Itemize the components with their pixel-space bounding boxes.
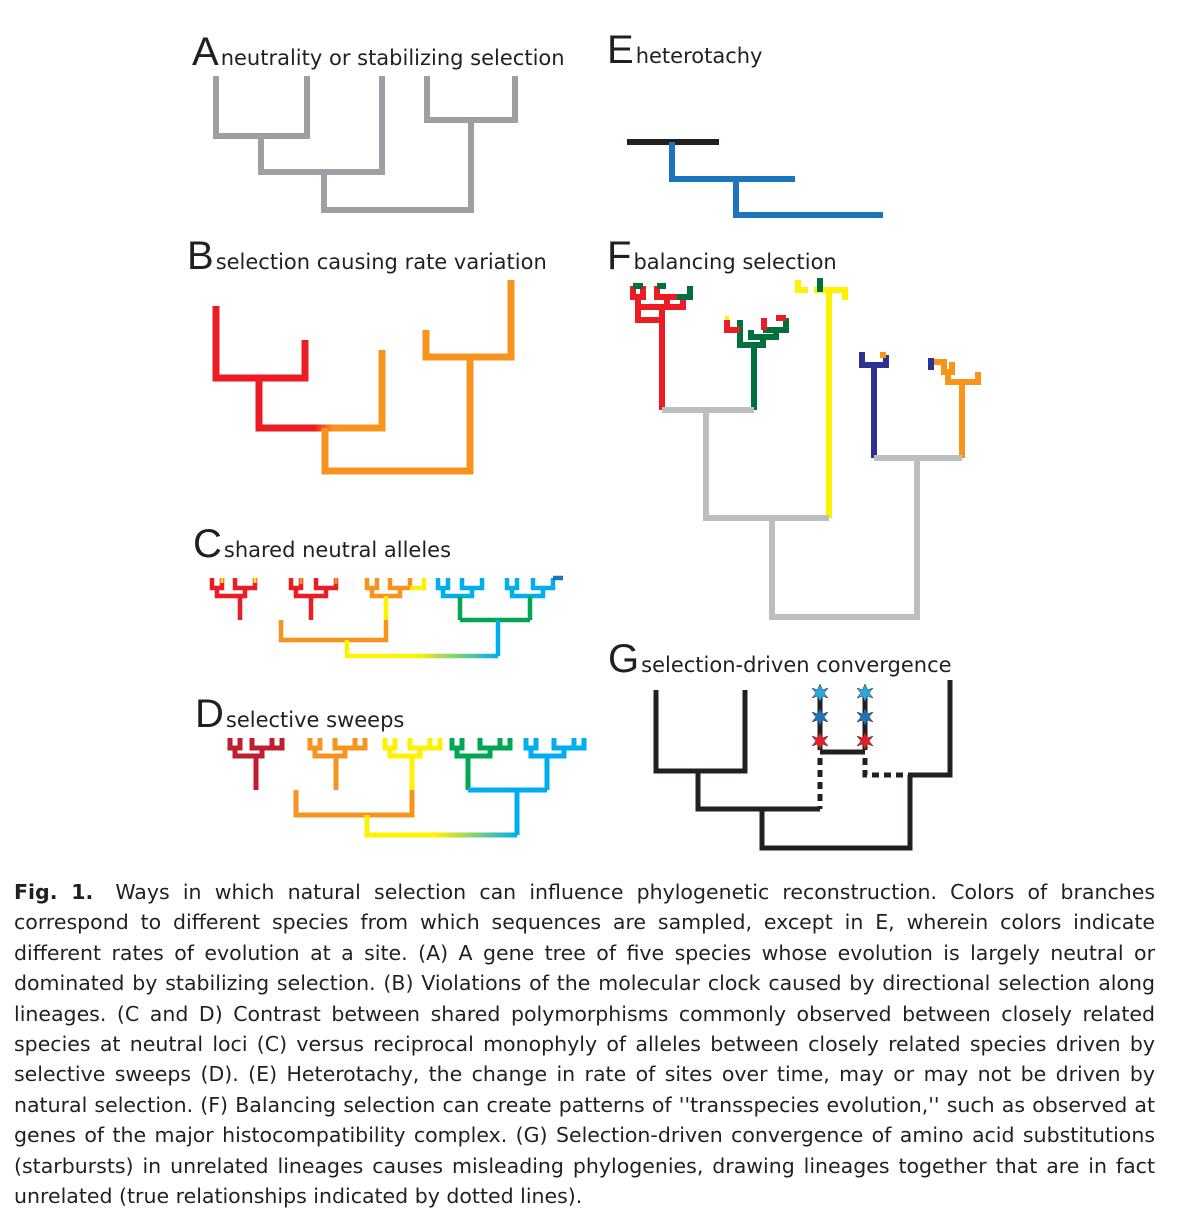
figure-caption: Fig. 1. Ways in which natural selection c… — [14, 877, 1155, 1211]
tree-c — [209, 575, 563, 659]
panel-c-letter: C — [193, 522, 222, 566]
panel-d-title: selective sweeps — [225, 708, 405, 732]
phylogeny-figure — [209, 76, 981, 851]
tree-b — [212, 280, 515, 475]
panel-b-title: selection causing rate variation — [215, 250, 547, 274]
panel-b-letter: B — [187, 234, 214, 278]
tree-f — [630, 278, 981, 620]
tree-e — [624, 82, 931, 218]
panel-d-label: Dselective sweeps — [195, 694, 404, 734]
figure-caption-text: Ways in which natural selection can infl… — [14, 880, 1156, 1209]
tree-g-clade-1 — [653, 690, 748, 774]
panel-e-label: Eheterotachy — [607, 30, 762, 70]
tree-g — [653, 680, 953, 851]
panel-e-letter: E — [607, 28, 634, 72]
panel-a-letter: A — [192, 30, 219, 74]
figure-1: Aneutrality or stabilizing selection Bse… — [187, 30, 981, 851]
panel-c-label: Cshared neutral alleles — [193, 524, 451, 564]
panel-f-letter: F — [607, 234, 632, 278]
panel-d-letter: D — [195, 692, 224, 736]
panel-e-title: heterotachy — [635, 44, 763, 68]
panel-b-label: Bselection causing rate variation — [187, 236, 547, 276]
panel-c-title: shared neutral alleles — [223, 538, 452, 562]
panel-g-letter: G — [608, 637, 640, 681]
panel-a-title: neutrality or stabilizing selection — [220, 46, 565, 70]
panel-g-title: selection-driven convergence — [641, 653, 952, 677]
tree-a-clade-1 — [213, 76, 310, 139]
tree-a-clade-3 — [424, 76, 518, 123]
panel-g-label: Gselection-driven convergence — [608, 639, 952, 679]
tree-b-clade-1 — [212, 306, 309, 382]
tree-a-clade-2 — [258, 76, 385, 175]
tree-b-root — [321, 357, 474, 475]
tree-b-clade-3 — [422, 280, 515, 361]
panel-a-label: Aneutrality or stabilizing selection — [192, 32, 565, 72]
tree-b-clade-2 — [255, 350, 386, 432]
tree-d — [227, 738, 587, 838]
panel-f-title: balancing selection — [633, 250, 837, 274]
tree-a-root — [321, 120, 474, 213]
figure-caption-label: Fig. 1. — [14, 880, 94, 904]
starbursts — [811, 683, 874, 751]
panel-f-label: Fbalancing selection — [607, 236, 837, 276]
tree-a — [213, 76, 518, 213]
